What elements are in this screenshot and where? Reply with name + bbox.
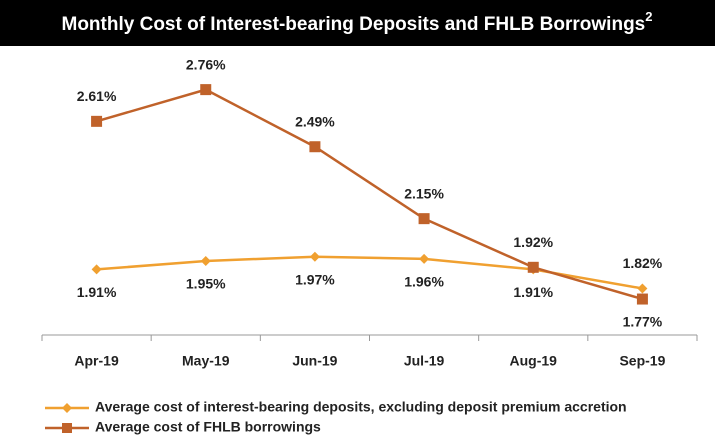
data-label: 2.76% [186, 56, 226, 72]
marker [527, 261, 539, 273]
data-label: 1.95% [186, 276, 226, 292]
title-bar [0, 0, 715, 46]
marker [309, 141, 321, 153]
legend-label: Average cost of interest-bearing deposit… [95, 399, 627, 415]
chart-title: Monthly Cost of Interest-bearing Deposit… [62, 9, 653, 35]
data-label: 2.15% [404, 185, 444, 201]
marker [200, 255, 211, 266]
data-label: 1.77% [623, 314, 663, 330]
data-label: 1.96% [404, 274, 444, 290]
marker [418, 213, 430, 225]
marker [637, 283, 648, 294]
series-line [96, 255, 643, 290]
data-label: 1.91% [77, 284, 117, 300]
x-tick-label: Sep-19 [619, 353, 665, 369]
data-label: 1.97% [295, 271, 335, 287]
x-tick-label: Aug-19 [510, 353, 558, 369]
marker [419, 253, 430, 264]
marker [91, 115, 103, 127]
marker [91, 264, 102, 275]
title-text: Monthly Cost of Interest-bearing Deposit… [62, 14, 646, 35]
data-label: 2.61% [77, 88, 117, 104]
marker [309, 251, 320, 262]
series-line [96, 88, 643, 301]
marker [636, 293, 648, 305]
legend-label: Average cost of FHLB borrowings [95, 419, 321, 435]
x-tick-label: Apr-19 [74, 353, 119, 369]
x-tick-label: Jul-19 [404, 353, 445, 369]
x-tick-label: Jun-19 [292, 353, 337, 369]
legend-marker [62, 423, 72, 433]
legend-marker [62, 403, 72, 413]
data-label: 1.91% [513, 284, 553, 300]
marker [200, 84, 212, 96]
data-label: 2.49% [295, 113, 335, 129]
title-footnote: 2 [645, 9, 652, 24]
data-label: 1.92% [513, 234, 553, 250]
x-tick-label: May-19 [182, 353, 230, 369]
data-label: 1.82% [623, 255, 663, 271]
